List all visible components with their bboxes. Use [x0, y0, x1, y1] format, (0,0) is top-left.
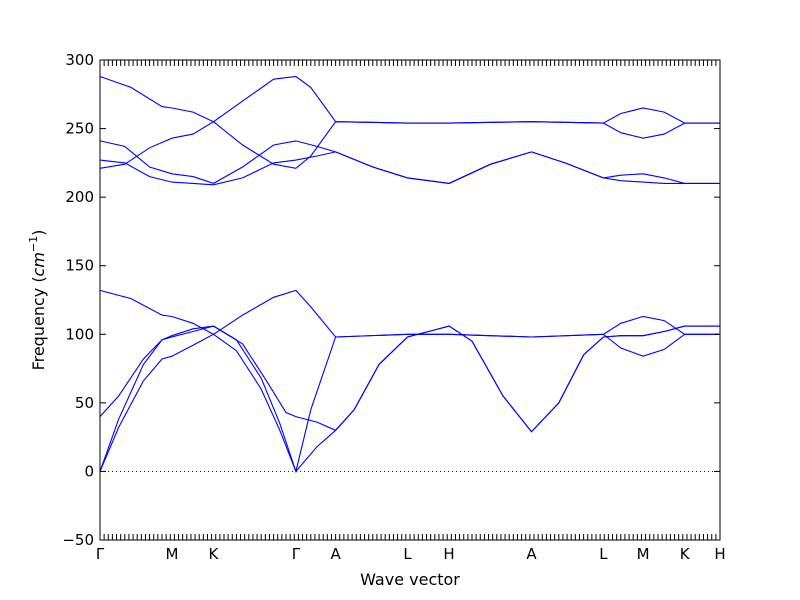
x-tick-label: K — [680, 545, 691, 563]
y-axis-label-unit: cm — [29, 252, 48, 276]
y-tick-label: −50 — [62, 531, 94, 549]
phonon-band-7 — [99, 325, 720, 473]
y-axis-label-close: ) — [29, 230, 48, 236]
y-tick-label: 100 — [65, 325, 94, 343]
x-tick-label: Γ — [96, 545, 105, 563]
x-tick-label: L — [403, 545, 412, 563]
x-tick-label: A — [526, 545, 537, 563]
x-tick-label: K — [209, 545, 220, 563]
x-axis-label: Wave vector — [360, 570, 460, 589]
x-tick-label: Γ — [292, 545, 301, 563]
y-axis-label: Frequency (cm−1) — [27, 230, 48, 371]
plot-area — [99, 59, 721, 541]
phonon-band-2 — [99, 121, 720, 169]
x-tick-label: M — [637, 545, 650, 563]
phonon-band-5 — [99, 289, 720, 338]
y-tick-label: 250 — [65, 120, 94, 138]
x-tick-label: H — [714, 545, 725, 563]
phonon-band-1 — [99, 75, 720, 124]
x-tick-label: H — [443, 545, 454, 563]
x-tick-label: L — [599, 545, 608, 563]
phonon-band-6 — [99, 325, 720, 433]
y-tick-label: 150 — [65, 257, 94, 275]
y-axis-label-text: Frequency ( — [29, 276, 48, 370]
plot-frame — [99, 59, 721, 541]
x-tick-label: A — [330, 545, 341, 563]
phonon-band-3 — [99, 140, 720, 184]
phonon-band-4 — [99, 151, 720, 186]
y-tick-label: 200 — [65, 188, 94, 206]
y-axis: −50 0 50 100 150 200 250 300 — [62, 51, 720, 549]
y-tick-label: 300 — [65, 51, 94, 69]
y-tick-label: 0 — [84, 462, 94, 480]
y-axis-label-exp: −1 — [27, 236, 40, 252]
phonon-band-8 — [99, 333, 720, 474]
y-tick-label: 50 — [75, 394, 94, 412]
x-tick-label: M — [165, 545, 178, 563]
